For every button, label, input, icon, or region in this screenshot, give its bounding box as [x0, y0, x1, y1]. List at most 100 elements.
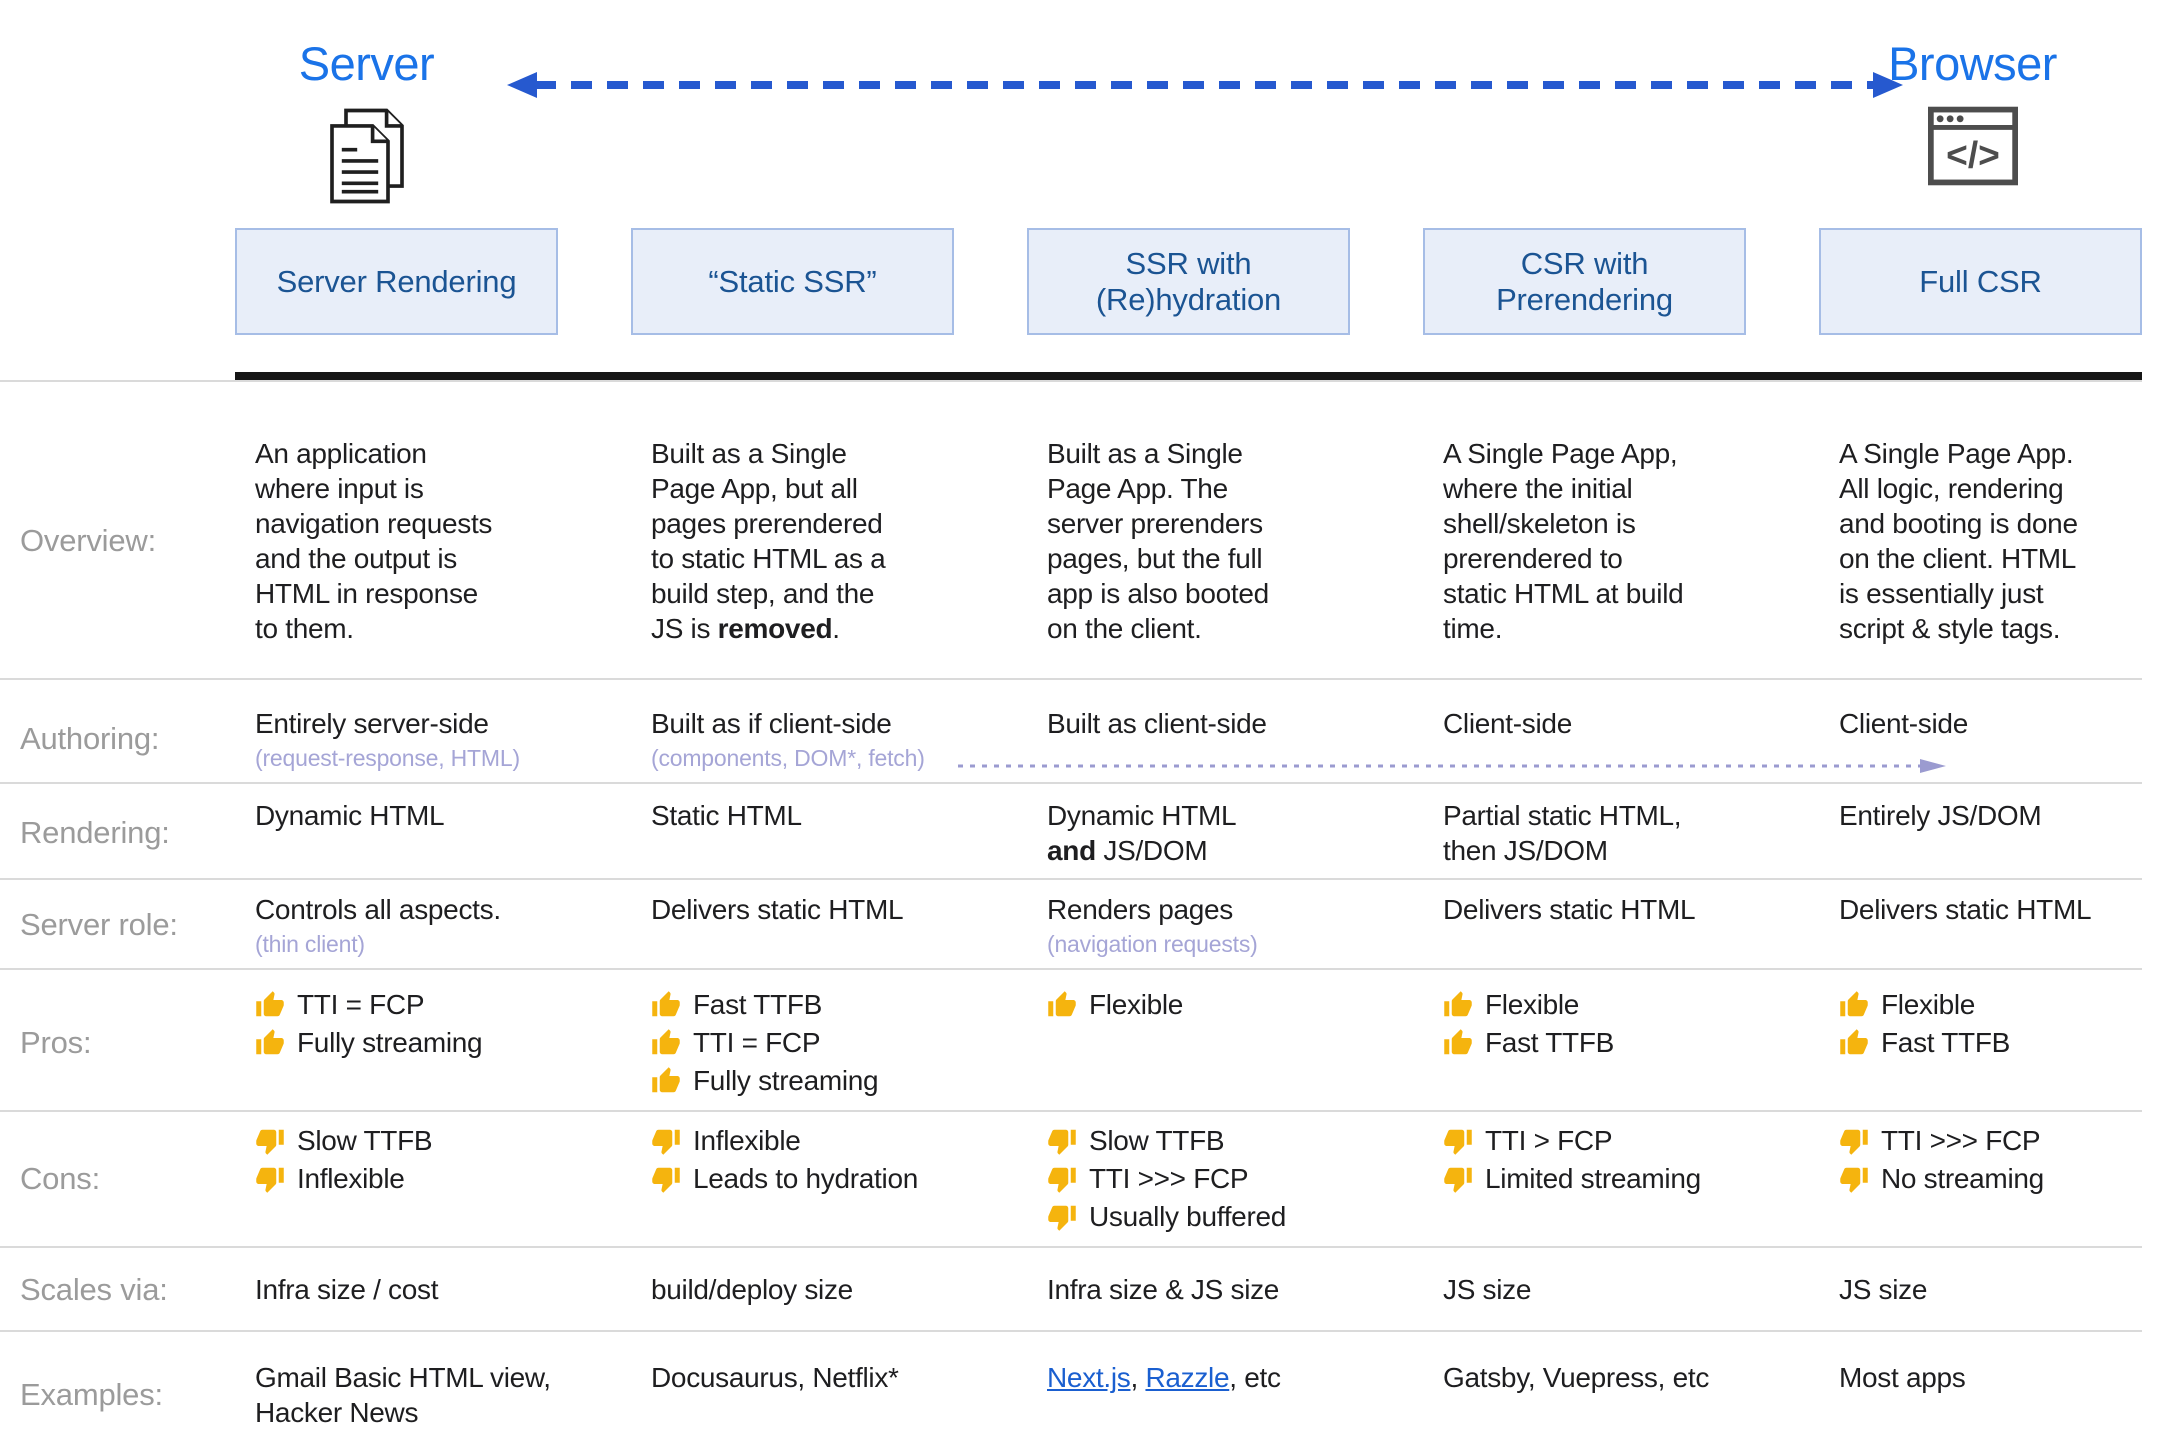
- cons-item: Inflexible: [651, 1124, 952, 1158]
- thumbs-down-icon: [1048, 1129, 1076, 1155]
- cons-item: TTI > FCP: [1443, 1124, 1744, 1158]
- cell-text: Entirely JS/DOM: [1839, 800, 2042, 831]
- table-cell: Partial static HTML, then JS/DOM: [1423, 798, 1746, 868]
- server-label: Server: [298, 37, 435, 90]
- table-row-server_role: Server role: Controls all aspects. (thin c…: [0, 878, 2142, 968]
- cell-text: Static HTML: [651, 800, 802, 831]
- list-item-label: TTI >>> FCP: [1881, 1125, 2041, 1156]
- table-cell: Entirely server-side (request-response, H…: [235, 706, 558, 772]
- table-cell: Gatsby, Vuepress, etc: [1423, 1360, 1746, 1395]
- table-cell: TTI > FCP Limited streaming: [1423, 1124, 1746, 1196]
- cell-text: Delivers static HTML: [1839, 894, 2092, 925]
- thumbs-down-icon: [1840, 1167, 1868, 1193]
- svg-text:</>: </>: [1946, 133, 2000, 175]
- table-cell: Dynamic HTML: [235, 798, 558, 833]
- thumbs-down-icon: [1840, 1129, 1868, 1155]
- pros-item: Flexible: [1839, 988, 2140, 1022]
- table-cell: Entirely JS/DOM: [1819, 798, 2142, 833]
- cell-text: Renders pages: [1047, 894, 1234, 925]
- table-cell: TTI = FCP Fully streaming: [235, 988, 558, 1060]
- cons-item: Inflexible: [255, 1162, 556, 1196]
- pros-item: Fully streaming: [255, 1026, 556, 1060]
- table-cell: Flexible Fast TTFB: [1423, 988, 1746, 1060]
- thumbs-down-icon: [256, 1167, 284, 1193]
- header-cell: “Static SSR”: [631, 228, 954, 335]
- table-row-overview: Overview: An application where input is nav…: [0, 380, 2142, 678]
- list-item-label: Fully streaming: [693, 1065, 879, 1096]
- cell-text: Infra size / cost: [255, 1274, 439, 1305]
- cell-text: Built as if client-side: [651, 708, 892, 739]
- cell-text: Delivers static HTML: [1443, 894, 1696, 925]
- cell-text: A Single Page App. All logic, rendering an…: [1839, 438, 2078, 644]
- thumbs-up-icon: [652, 1067, 680, 1093]
- header-cell: CSR with Prerendering: [1423, 228, 1746, 335]
- table-cell: Client-side: [1819, 706, 2142, 741]
- table-cell: Slow TTFB Inflexible: [235, 1124, 558, 1196]
- list-item-label: Flexible: [1881, 989, 1976, 1020]
- header-cell: Full CSR: [1819, 228, 2142, 335]
- table-row-examples: Examples: Gmail Basic HTML view, Hacker Ne…: [0, 1330, 2142, 1446]
- cons-item: No streaming: [1839, 1162, 2140, 1196]
- cell-text: Dynamic HTML and JS/DOM: [1047, 800, 1237, 866]
- cell-text: Client-side: [1443, 708, 1572, 739]
- table-row-rendering: Rendering: Dynamic HTML Static HTML Dynamic…: [0, 782, 2142, 878]
- thumbs-down-icon: [652, 1167, 680, 1193]
- list-item-label: Inflexible: [297, 1163, 405, 1194]
- pros-item: TTI = FCP: [651, 1026, 952, 1060]
- thumbs-up-icon: [652, 1029, 680, 1055]
- table-cell: Fast TTFB TTI = FCP Fully streaming: [631, 988, 954, 1098]
- cell-text: Built as a Single Page App. The server pre…: [1047, 438, 1269, 644]
- example-link[interactable]: Razzle: [1145, 1362, 1230, 1393]
- table-cell: Renders pages (navigation requests): [1027, 892, 1350, 958]
- table-cell: Infra size & JS size: [1027, 1272, 1350, 1307]
- thumbs-up-icon: [1840, 991, 1868, 1017]
- thumbs-up-icon: [256, 1029, 284, 1055]
- cell-text: Controls all aspects.: [255, 894, 501, 925]
- list-item-label: Fast TTFB: [1485, 1027, 1615, 1058]
- table-cell: Client-side: [1423, 706, 1746, 741]
- cell-text: build/deploy size: [651, 1274, 853, 1305]
- row-label-pros: Pros:: [20, 1025, 92, 1060]
- cell-text: Infra size & JS size: [1047, 1274, 1280, 1305]
- table-cell: Slow TTFB TTI >>> FCP Usually buffered: [1027, 1124, 1350, 1234]
- list-item-label: Slow TTFB: [297, 1125, 433, 1156]
- cell-text: JS size: [1839, 1274, 1928, 1305]
- cell-text: Dynamic HTML: [255, 800, 445, 831]
- header-row: Server Rendering “Static SSR” SSR with (Re)…: [0, 228, 2142, 335]
- example-link[interactable]: Next.js: [1047, 1362, 1131, 1393]
- cons-item: Usually buffered: [1047, 1200, 1348, 1234]
- header-cell: SSR with (Re)hydration: [1027, 228, 1350, 335]
- pros-item: Fully streaming: [651, 1064, 952, 1098]
- cell-text: Gatsby, Vuepress, etc: [1443, 1362, 1710, 1393]
- pages-icon: [329, 108, 404, 204]
- thumbs-down-icon: [1444, 1167, 1472, 1193]
- cell-text: A Single Page App, where the initial shell…: [1443, 438, 1684, 644]
- table-cell: Delivers static HTML: [1423, 892, 1746, 927]
- table-cell: An application where input is navigation r…: [235, 436, 558, 646]
- cons-item: Limited streaming: [1443, 1162, 1744, 1196]
- column-header-4: CSR with Prerendering: [1423, 228, 1746, 335]
- table-cell: Flexible Fast TTFB: [1819, 988, 2142, 1060]
- list-item-label: TTI > FCP: [1485, 1125, 1613, 1156]
- table-row-scales: Scales via: Infra size / cost build/deploy…: [0, 1246, 2142, 1330]
- server-endpoint: Server: [205, 38, 528, 206]
- table-row-cons: Cons: Slow TTFB Inflexible Inflexible Leads …: [0, 1110, 2142, 1246]
- list-item-label: TTI >>> FCP: [1089, 1163, 1249, 1194]
- table-cell: build/deploy size: [631, 1272, 954, 1307]
- table-cell: Controls all aspects. (thin client): [235, 892, 558, 958]
- cons-item: Slow TTFB: [1047, 1124, 1348, 1158]
- list-item-label: Fully streaming: [297, 1027, 483, 1058]
- cell-text: Gmail Basic HTML view, Hacker News: [255, 1362, 551, 1428]
- thumbs-up-icon: [256, 991, 284, 1017]
- browser-endpoint: Browser </>: [1811, 38, 2134, 186]
- header-divider-line: [235, 372, 2142, 380]
- thumbs-up-icon: [652, 991, 680, 1017]
- thumbs-up-icon: [1840, 1029, 1868, 1055]
- table-cell: Delivers static HTML: [1819, 892, 2142, 927]
- table-cell: Docusaurus, Netflix*: [631, 1360, 954, 1395]
- list-item-label: Flexible: [1485, 989, 1580, 1020]
- row-label-rendering: Rendering:: [20, 815, 170, 850]
- pros-item: Flexible: [1443, 988, 1744, 1022]
- list-item-label: Limited streaming: [1485, 1163, 1701, 1194]
- table-cell: Next.js, Razzle, etc: [1027, 1360, 1350, 1395]
